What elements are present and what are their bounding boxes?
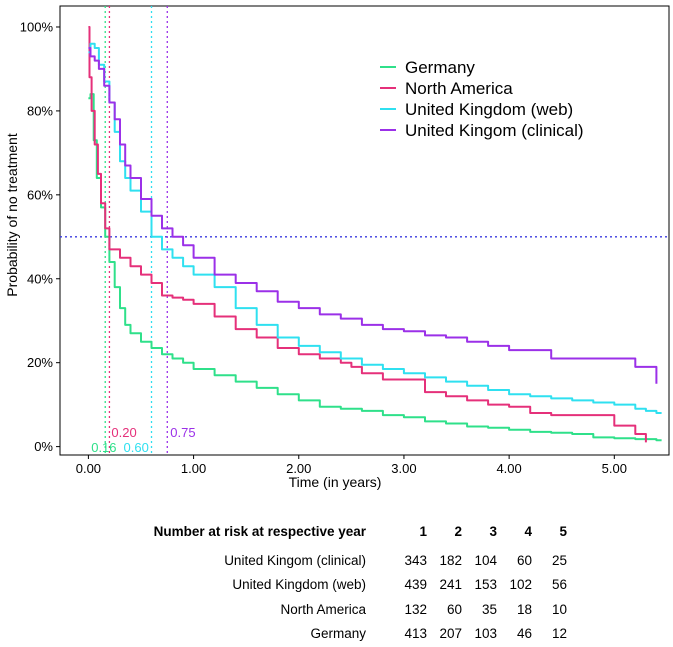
series-line	[88, 47, 658, 384]
y-tick-label: 0%	[34, 439, 53, 454]
median-labels: 0.160.200.60 0.75	[91, 425, 195, 455]
x-tick-label: 1.00	[181, 461, 206, 476]
x-axis-title: Time (in years)	[289, 474, 382, 490]
risk-cell: 182	[439, 552, 462, 568]
risk-cell: 104	[474, 552, 497, 568]
x-tick-label: 4.00	[496, 461, 521, 476]
series-lines	[88, 26, 662, 443]
risk-row-label: United Kingdom (web)	[232, 577, 366, 593]
legend-label: North America	[405, 79, 513, 98]
risk-cell: 153	[474, 577, 497, 593]
risk-cell: 25	[551, 552, 567, 568]
plot-border	[59, 5, 670, 456]
risk-year-5: 5	[559, 523, 567, 539]
risk-cell: 207	[439, 626, 462, 642]
y-tick-label: 60%	[27, 187, 53, 202]
y-axis: 0% 20% 40% 60% 80% 100%	[20, 19, 60, 454]
y-axis-title: Probability of no treatment	[4, 133, 20, 297]
risk-row-label: North America	[280, 601, 366, 617]
risk-cell: 60	[516, 552, 532, 568]
risk-cell: 56	[551, 577, 567, 593]
legend-label: United Kingdom (web)	[405, 100, 573, 119]
risk-cell: 103	[474, 626, 497, 642]
risk-cell: 60	[446, 601, 462, 617]
legend: Germany North America United Kingdom (web)…	[380, 58, 584, 140]
risk-cell: 241	[439, 577, 462, 593]
x-tick-label: 2.00	[286, 461, 311, 476]
risk-cell: 10	[551, 601, 567, 617]
risk-cell: 132	[404, 601, 427, 617]
risk-year-1: 1	[419, 523, 427, 539]
risk-row-north-america: North America 132 60 35 18 10	[125, 597, 567, 622]
x-tick-label: 0.00	[76, 461, 101, 476]
y-tick-label: 40%	[27, 271, 53, 286]
risk-year-3: 3	[489, 523, 497, 539]
risk-cell: 413	[404, 626, 427, 642]
risk-cell: 35	[481, 601, 497, 617]
risk-cell: 439	[404, 577, 427, 593]
risk-table-header-row: Number at risk at respective year 1 2 3 …	[125, 522, 567, 548]
risk-cell: 12	[551, 626, 567, 642]
risk-row-germany: Germany 413 207 103 46 12	[125, 622, 567, 647]
risk-cell: 46	[516, 626, 532, 642]
risk-cell: 18	[516, 601, 532, 617]
risk-year-4: 4	[524, 523, 532, 539]
series-line	[88, 26, 647, 443]
risk-year-2: 2	[454, 523, 462, 539]
x-tick-label: 5.00	[602, 461, 627, 476]
y-tick-label: 80%	[27, 103, 53, 118]
median-label: 0.16	[91, 440, 116, 455]
risk-table-header: Number at risk at respective year	[153, 523, 366, 539]
y-tick-label: 20%	[27, 355, 53, 370]
median-label: 0.75	[170, 425, 195, 440]
risk-row-uk-clinical: United Kingom (clinical) 343 182 104 60 …	[125, 548, 567, 573]
x-tick-label: 3.00	[391, 461, 416, 476]
risk-table: Number at risk at respective year 1 2 3 …	[125, 522, 567, 646]
survival-chart: 0% 20% 40% 60% 80% 100% 0.00 1.00 2.00 3.00 4.00 5…	[4, 5, 670, 490]
risk-cell: 102	[509, 577, 532, 593]
risk-row-uk-web: United Kingdom (web) 439 241 153 102 56	[125, 573, 567, 598]
risk-row-label: Germany	[310, 626, 366, 642]
median-label: 0.20	[111, 425, 136, 440]
series-line	[88, 93, 662, 442]
x-axis: 0.00 1.00 2.00 3.00 4.00 5.00	[76, 455, 627, 476]
y-tick-label: 100%	[20, 19, 54, 34]
median-label: 0.60	[124, 440, 149, 455]
risk-cell: 343	[404, 552, 427, 568]
risk-row-label: United Kingom (clinical)	[224, 552, 366, 568]
legend-label: Germany	[405, 58, 475, 77]
legend-label: United Kingom (clinical)	[405, 121, 584, 140]
